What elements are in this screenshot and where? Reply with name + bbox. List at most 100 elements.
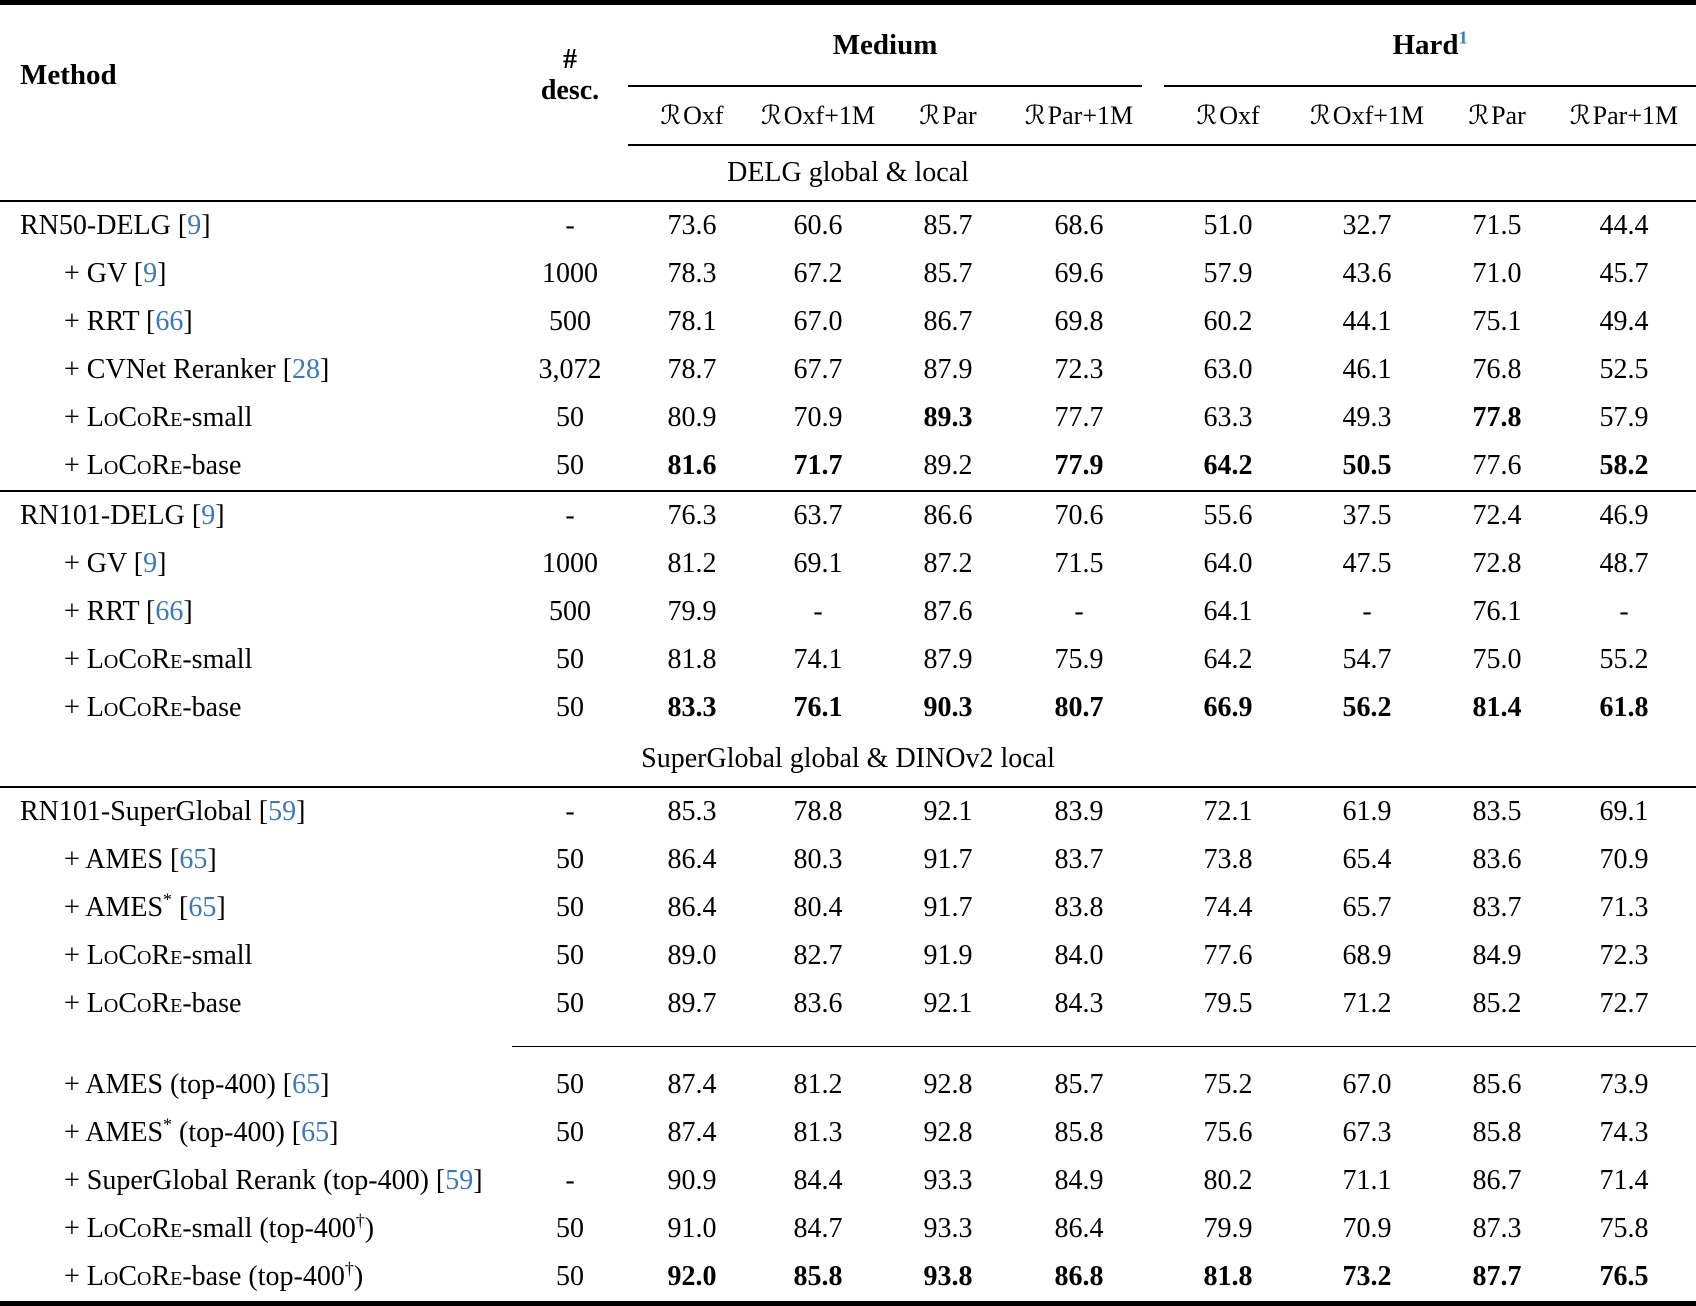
metric-value-hard-rpar1m: 71.4: [1599, 1165, 1649, 1196]
table-header: Method # desc. Medium Hard1 ℛOxf ℛOxf+1M ℛ…: [0, 2, 1696, 146]
footnote-ref[interactable]: 1: [1458, 26, 1468, 47]
metric-value-medium-roxf: 76.3: [628, 490, 756, 540]
metric-value-hard-rpar: 85.2: [1472, 988, 1522, 1019]
metric-value-medium-rpar: 85.7: [923, 210, 973, 241]
citation-link[interactable]: 9: [143, 258, 158, 289]
method-label: + RRT [66]: [64, 596, 193, 627]
metric-value-medium-rpar: 91.9: [923, 940, 973, 971]
metric-value-medium-roxf1m: 84.7: [793, 1213, 843, 1244]
metric-value-medium-roxf: 80.9: [667, 402, 717, 433]
group-gap-cell: [1142, 298, 1164, 346]
table-row: + AMES* (top-400) [65] 50 87.4 81.3 92.8 85.8…: [0, 1109, 1696, 1157]
metric-value-hard-roxf1m: -: [1362, 596, 1372, 627]
table-row: RN101-DELG [9] -76.3 63.7 86.6 70.6 55.6 37.5 7…: [0, 490, 1696, 540]
metric-value-medium-rpar1m: 77.9: [1054, 450, 1104, 481]
table-row: RN101-SuperGlobal [59] - 85.3 78.8 92.1 83.9 7…: [0, 787, 1696, 836]
citation-link[interactable]: 66: [155, 596, 184, 627]
group-gap-cell: [1142, 1109, 1164, 1157]
metric-value-medium-rpar1m: 86.4: [1054, 1213, 1104, 1244]
locore-wordmark: LoCoRe: [86, 988, 183, 1019]
method-label: + AMES (top-400) [65]: [64, 1069, 330, 1100]
metric-value-hard-roxf1m: 67.3: [1342, 1117, 1392, 1148]
citation-link[interactable]: 9: [143, 548, 158, 579]
table-row: + RRT [66] 500 79.9 - 87.6 - 64.1 - 76.1 -: [0, 588, 1696, 636]
group-gap-cell: [1142, 980, 1164, 1028]
metric-value-medium-roxf: 78.7: [667, 354, 717, 385]
metric-value-hard-roxf1m: 67.0: [1342, 1069, 1392, 1100]
desc-header-line2: desc.: [540, 75, 600, 106]
metric-value-hard-roxf: 80.2: [1203, 1165, 1253, 1196]
metric-value-medium-rpar: 87.9: [923, 354, 973, 385]
desc-count: 50: [556, 940, 584, 971]
metric-value-medium-rpar1m: 83.8: [1054, 892, 1104, 923]
metric-value-hard-rpar: 77.8: [1472, 402, 1522, 433]
spacer-row: [0, 1047, 1696, 1062]
desc-header-line1: #: [563, 43, 577, 75]
metric-value-medium-roxf: 81.6: [667, 450, 717, 481]
method-label: + LoCoRe-small: [64, 402, 253, 433]
partial-rule-segment: [1292, 1028, 1443, 1047]
citation-link[interactable]: 65: [292, 1069, 321, 1100]
table-row: + AMES [65] 50 86.4 80.3 91.7 83.7 73.8 65.4 83.…: [0, 836, 1696, 884]
section-title: DELG global & local: [0, 145, 1696, 202]
metric-value-medium-roxf: 87.4: [667, 1117, 717, 1148]
method-label: + AMES [65]: [64, 844, 217, 875]
metric-value-medium-rpar1m: 69.8: [1054, 306, 1104, 337]
group-gap-cell: [1142, 1253, 1164, 1304]
script-r-glyph: ℛ: [1196, 100, 1218, 131]
metric-value-hard-rpar: 77.6: [1472, 450, 1522, 481]
metric-value-medium-roxf: 78.3: [667, 258, 717, 289]
table-row: + LoCoRe-small (top-400†) 50 91.0 84.7 93.3 8…: [0, 1205, 1696, 1253]
metric-value-medium-roxf: 81.2: [667, 548, 717, 579]
metric-value-hard-rpar: 87.3: [1472, 1213, 1522, 1244]
citation-link[interactable]: 65: [179, 844, 208, 875]
metric-value-medium-roxf1m: 76.1: [793, 692, 843, 723]
citation-link[interactable]: 9: [187, 210, 202, 241]
metric-value-hard-roxf1m: 32.7: [1342, 210, 1392, 241]
citation-link[interactable]: 28: [292, 354, 321, 385]
metric-value-medium-roxf1m: 70.9: [793, 402, 843, 433]
metric-value-hard-roxf: 79.9: [1203, 1213, 1253, 1244]
metric-value-hard-roxf: 77.6: [1203, 940, 1253, 971]
group-gap-cell: [1142, 394, 1164, 442]
group-gap-cell: [1142, 201, 1164, 250]
metric-value-medium-roxf: 91.0: [667, 1213, 717, 1244]
desc-count: 50: [556, 988, 584, 1019]
metric-value-medium-rpar: 86.6: [880, 490, 1016, 540]
citation-link[interactable]: 65: [188, 892, 217, 923]
metric-value-hard-rpar: 81.4: [1472, 692, 1522, 723]
metric-value-medium-rpar1m: 77.7: [1054, 402, 1104, 433]
metric-value-medium-rpar: 87.2: [923, 548, 973, 579]
table-row: + GV [9] 1000 81.2 69.1 87.2 71.5 64.0 47.5 72.8…: [0, 540, 1696, 588]
metric-value-hard-rpar1m: 48.7: [1599, 548, 1649, 579]
metric-value-hard-roxf: 75.2: [1203, 1069, 1253, 1100]
metric-value-hard-roxf1m: 68.9: [1342, 940, 1392, 971]
group-gap-cell: [1142, 442, 1164, 491]
desc-count: 3,072: [538, 354, 602, 385]
metric-value-hard-rpar1m: -: [1619, 596, 1629, 627]
metric-value-medium-roxf: 90.9: [667, 1165, 717, 1196]
metric-value-hard-roxf1m: 54.7: [1342, 644, 1392, 675]
section-title: SuperGlobal global & DINOv2 local: [0, 732, 1696, 788]
metric-value-hard-roxf: 72.1: [1203, 796, 1253, 827]
metric-value-hard-roxf: 55.6: [1164, 490, 1293, 540]
metric-value-hard-roxf1m: 44.1: [1342, 306, 1392, 337]
citation-link[interactable]: 59: [268, 796, 297, 827]
group-gap-cell: [1142, 636, 1164, 684]
script-r-glyph: ℛ: [1024, 100, 1046, 131]
citation-link[interactable]: 65: [301, 1117, 330, 1148]
group-header-medium: Medium: [628, 2, 1143, 87]
metric-value-medium-roxf1m: 60.6: [793, 210, 843, 241]
citation-link[interactable]: 9: [201, 500, 216, 531]
desc-count: 50: [556, 450, 584, 481]
desc-count: 50: [556, 644, 584, 675]
metric-value-medium-rpar: 89.3: [923, 402, 973, 433]
metric-value-medium-roxf1m: 67.7: [793, 354, 843, 385]
citation-link[interactable]: 66: [155, 306, 184, 337]
method-column-header: Method: [20, 58, 117, 91]
desc-count: -: [565, 1165, 575, 1196]
locore-wordmark: LoCoRe: [86, 692, 183, 723]
citation-link[interactable]: 59: [445, 1165, 474, 1196]
metric-value-medium-roxf: 86.4: [667, 892, 717, 923]
metric-value-hard-rpar1m: 73.9: [1599, 1069, 1649, 1100]
